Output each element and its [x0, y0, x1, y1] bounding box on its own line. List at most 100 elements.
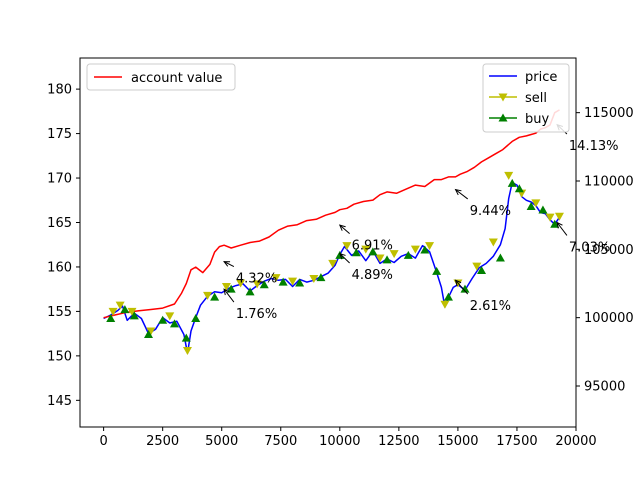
sell-marker [410, 245, 420, 254]
buy-marker [129, 311, 139, 320]
x-tick-label: 5000 [205, 434, 238, 449]
buy-marker [120, 305, 130, 314]
sell-marker [425, 242, 435, 251]
x-tick-label: 10000 [319, 434, 360, 449]
annotation-arrow [223, 261, 235, 267]
buy-marker [368, 247, 378, 256]
buy-marker [226, 284, 236, 293]
sell-marker [221, 283, 231, 292]
axes-frame [79, 57, 577, 428]
legend-label: buy [525, 112, 549, 127]
legend-marker [498, 113, 508, 122]
buy-marker [382, 255, 392, 264]
annotation-label: 9.44% [470, 204, 511, 219]
legend-label: price [525, 70, 557, 85]
y-right-tick-label: 115000 [584, 106, 634, 121]
legend-marker [498, 93, 508, 102]
sell-marker [271, 274, 281, 283]
sell-marker [472, 262, 482, 271]
buy-marker [432, 266, 442, 275]
y-tick-label: 180 [47, 83, 72, 98]
sell-marker [328, 259, 338, 268]
y-right-tick-label: 105000 [584, 243, 634, 258]
legend-right-box [482, 63, 570, 133]
annotation-arrow [455, 189, 469, 200]
buy-marker [526, 201, 536, 210]
buy-marker [259, 280, 269, 289]
x-tick-label: 17500 [496, 434, 537, 449]
annotation-arrowhead [454, 279, 462, 287]
buy-marker [550, 219, 560, 228]
buy-marker [460, 284, 470, 293]
y-tick-label: 175 [47, 127, 72, 142]
buy-marker [278, 277, 288, 286]
annotation-arrow [339, 253, 350, 264]
annotation-arrow [223, 288, 235, 303]
y-tick-label: 170 [47, 172, 72, 187]
legend-label: account value [131, 71, 222, 86]
annotation-label: 14.13% [569, 139, 619, 154]
sell-marker [488, 238, 498, 247]
annotation-label: 4.89% [352, 268, 393, 283]
y-tick-label: 155 [47, 305, 72, 320]
buy-marker [158, 315, 168, 324]
sell-marker [531, 199, 541, 208]
x-tick-label: 15000 [437, 434, 478, 449]
annotation-label: 7.03% [569, 240, 610, 255]
x-tick-label: 7500 [264, 434, 297, 449]
sell-marker [361, 245, 371, 254]
plot-area [103, 109, 564, 356]
sell-marker [182, 347, 192, 356]
annotation-arrowhead [338, 224, 346, 231]
sell-marker [236, 279, 246, 288]
buy-marker [106, 314, 116, 323]
sell-marker [389, 250, 399, 259]
annotation-label: 2.61% [470, 299, 511, 314]
annotation-arrowhead [223, 288, 230, 296]
annotation-arrow [339, 224, 350, 234]
legend-left-box [86, 63, 236, 91]
sell-marker [146, 327, 156, 336]
legends: account value price sell buy [86, 63, 570, 133]
sell-marker [288, 277, 298, 286]
sell-marker [108, 307, 118, 316]
sell-marker [545, 213, 555, 222]
sell-marker [252, 280, 262, 289]
buy-marker [316, 273, 326, 282]
buy-marker [181, 333, 191, 342]
buy-marker [351, 248, 361, 257]
annotations: 4.32% 1.76% 6.91% 4.89% 9.44% 2.61% 14.13% 7.03… [223, 123, 619, 322]
y-tick-label: 160 [47, 260, 72, 275]
annotation-arrowhead [556, 221, 563, 229]
annotation-arrowhead [338, 252, 346, 260]
sell-marker [504, 171, 514, 180]
series-line-account-value [103, 109, 560, 319]
y-right-tick-label: 95000 [584, 380, 625, 395]
buy-marker [191, 314, 201, 323]
buy-marker [210, 292, 220, 301]
annotation-arrowhead [454, 188, 462, 196]
buy-marker [403, 250, 413, 259]
annotation-label: 1.76% [236, 307, 277, 322]
annotation-label: 4.32% [236, 272, 277, 287]
x-tick-label: 2500 [146, 434, 179, 449]
sell-marker [375, 254, 385, 263]
annotation-arrowhead [223, 261, 231, 267]
sell-marker [440, 300, 450, 309]
buy-marker [507, 178, 517, 187]
annotation-arrow [455, 279, 469, 295]
buy-marker [538, 205, 548, 214]
y-tick-label: 145 [47, 394, 72, 409]
y-right-tick-label: 100000 [584, 311, 634, 326]
buy-marker [477, 266, 487, 275]
y-tick-label: 165 [47, 216, 72, 231]
sell-marker [203, 291, 213, 300]
sell-marker [127, 307, 137, 316]
sell-marker [165, 312, 175, 321]
buy-marker [169, 319, 179, 328]
buy-marker [495, 253, 505, 262]
legend-label: sell [525, 91, 547, 106]
sell-marker [309, 275, 319, 284]
annotation-arrow [556, 222, 568, 236]
